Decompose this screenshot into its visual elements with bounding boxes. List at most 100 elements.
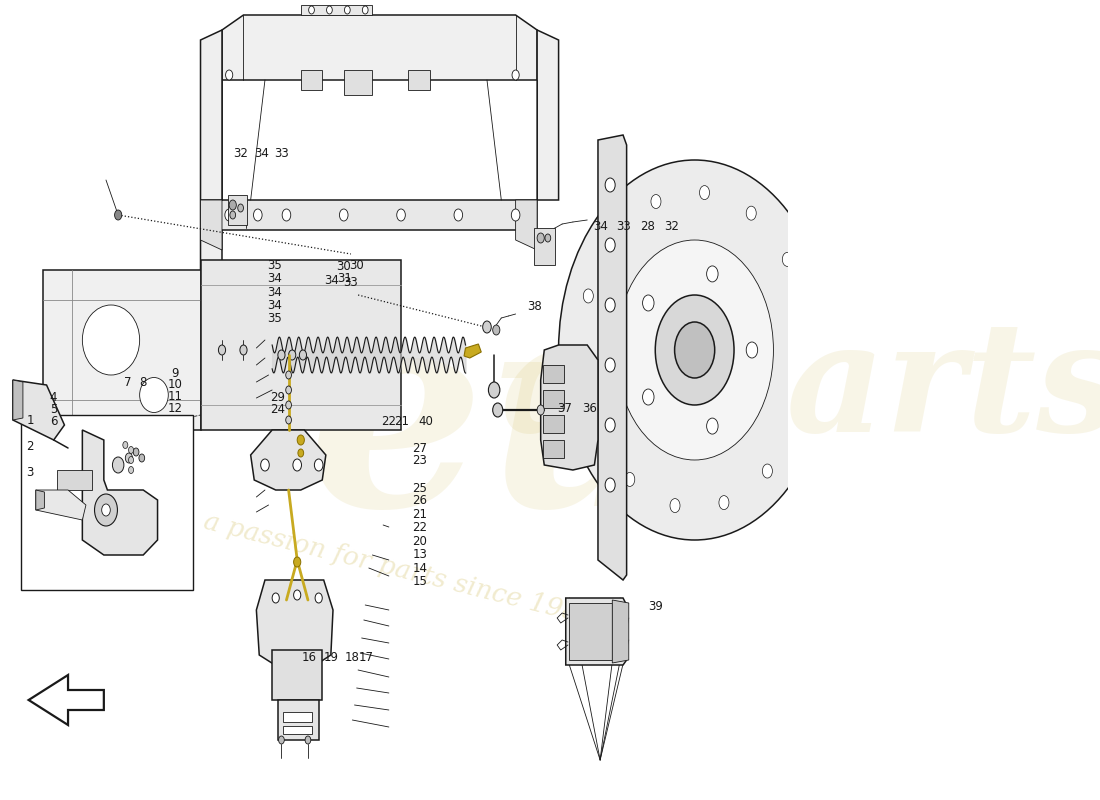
Circle shape bbox=[362, 6, 369, 14]
Polygon shape bbox=[57, 470, 91, 490]
Circle shape bbox=[719, 496, 729, 510]
Circle shape bbox=[397, 209, 405, 221]
Text: 10: 10 bbox=[167, 378, 183, 391]
Text: 22: 22 bbox=[381, 415, 396, 428]
Circle shape bbox=[112, 457, 124, 473]
Polygon shape bbox=[200, 200, 222, 250]
Polygon shape bbox=[300, 70, 322, 90]
Text: 11: 11 bbox=[167, 390, 183, 403]
Circle shape bbox=[576, 357, 587, 370]
Text: 28: 28 bbox=[640, 220, 654, 233]
Polygon shape bbox=[516, 200, 537, 250]
Circle shape bbox=[605, 358, 615, 372]
Circle shape bbox=[114, 210, 122, 220]
Circle shape bbox=[286, 401, 292, 409]
Circle shape bbox=[95, 494, 118, 526]
Text: 9: 9 bbox=[172, 367, 178, 380]
Polygon shape bbox=[29, 675, 103, 725]
Circle shape bbox=[801, 315, 811, 330]
Circle shape bbox=[278, 350, 285, 360]
Text: 37: 37 bbox=[558, 402, 572, 414]
Circle shape bbox=[305, 736, 311, 744]
Polygon shape bbox=[200, 200, 537, 230]
Polygon shape bbox=[300, 5, 373, 15]
Bar bbox=[283, 726, 311, 734]
Circle shape bbox=[293, 459, 301, 471]
Text: 29: 29 bbox=[271, 391, 286, 404]
Circle shape bbox=[642, 389, 654, 405]
Circle shape bbox=[253, 209, 262, 221]
Polygon shape bbox=[537, 30, 559, 200]
Circle shape bbox=[559, 160, 830, 540]
Circle shape bbox=[294, 557, 300, 567]
Text: 31: 31 bbox=[338, 272, 352, 285]
Text: 21: 21 bbox=[412, 508, 428, 521]
Circle shape bbox=[605, 178, 615, 192]
Circle shape bbox=[605, 298, 615, 312]
Circle shape bbox=[803, 343, 813, 357]
Circle shape bbox=[129, 457, 133, 463]
Circle shape bbox=[544, 234, 551, 242]
Polygon shape bbox=[613, 600, 629, 663]
Polygon shape bbox=[408, 70, 430, 90]
Circle shape bbox=[240, 345, 248, 355]
Circle shape bbox=[125, 453, 132, 463]
Polygon shape bbox=[541, 345, 598, 470]
Text: 24: 24 bbox=[271, 403, 286, 416]
Circle shape bbox=[605, 418, 615, 432]
Text: 40: 40 bbox=[418, 415, 432, 428]
Polygon shape bbox=[565, 598, 627, 665]
Circle shape bbox=[286, 371, 292, 379]
Bar bbox=[542, 365, 564, 383]
Circle shape bbox=[670, 498, 680, 513]
Circle shape bbox=[651, 194, 661, 209]
Polygon shape bbox=[228, 195, 248, 225]
Text: 33: 33 bbox=[616, 220, 631, 233]
Circle shape bbox=[483, 321, 492, 333]
Circle shape bbox=[512, 70, 519, 80]
Polygon shape bbox=[272, 650, 322, 700]
Polygon shape bbox=[222, 15, 537, 80]
Text: 35: 35 bbox=[267, 312, 282, 325]
Text: 34: 34 bbox=[254, 147, 270, 160]
Circle shape bbox=[454, 209, 463, 221]
Polygon shape bbox=[598, 135, 627, 580]
Circle shape bbox=[224, 209, 233, 221]
Polygon shape bbox=[256, 580, 333, 670]
Circle shape bbox=[315, 459, 323, 471]
Circle shape bbox=[605, 238, 615, 252]
Ellipse shape bbox=[82, 305, 140, 375]
Bar bbox=[542, 440, 564, 458]
Ellipse shape bbox=[140, 378, 168, 413]
Polygon shape bbox=[200, 260, 402, 430]
Text: 1: 1 bbox=[26, 414, 34, 426]
Polygon shape bbox=[36, 490, 86, 520]
Text: eu: eu bbox=[308, 295, 686, 565]
Circle shape bbox=[488, 382, 499, 398]
Text: 22: 22 bbox=[412, 521, 428, 534]
Polygon shape bbox=[570, 603, 613, 660]
Text: 19: 19 bbox=[323, 651, 339, 664]
Circle shape bbox=[493, 325, 499, 335]
Circle shape bbox=[101, 504, 110, 516]
Text: 34: 34 bbox=[266, 299, 282, 312]
Text: 34: 34 bbox=[266, 286, 282, 298]
Text: 3: 3 bbox=[26, 466, 34, 478]
Circle shape bbox=[315, 593, 322, 603]
Text: 7: 7 bbox=[124, 376, 131, 389]
Circle shape bbox=[583, 289, 593, 303]
Text: arparts: arparts bbox=[502, 315, 1100, 465]
Text: 16: 16 bbox=[302, 651, 317, 664]
Text: 36: 36 bbox=[582, 402, 596, 414]
Circle shape bbox=[656, 295, 734, 405]
Circle shape bbox=[309, 6, 315, 14]
Text: 23: 23 bbox=[412, 454, 427, 467]
Circle shape bbox=[746, 206, 756, 220]
Bar bbox=[283, 712, 311, 722]
Circle shape bbox=[706, 418, 718, 434]
Circle shape bbox=[226, 70, 233, 80]
Text: 13: 13 bbox=[412, 548, 427, 561]
Circle shape bbox=[133, 448, 139, 456]
Text: 6: 6 bbox=[50, 415, 57, 428]
Circle shape bbox=[230, 211, 235, 219]
